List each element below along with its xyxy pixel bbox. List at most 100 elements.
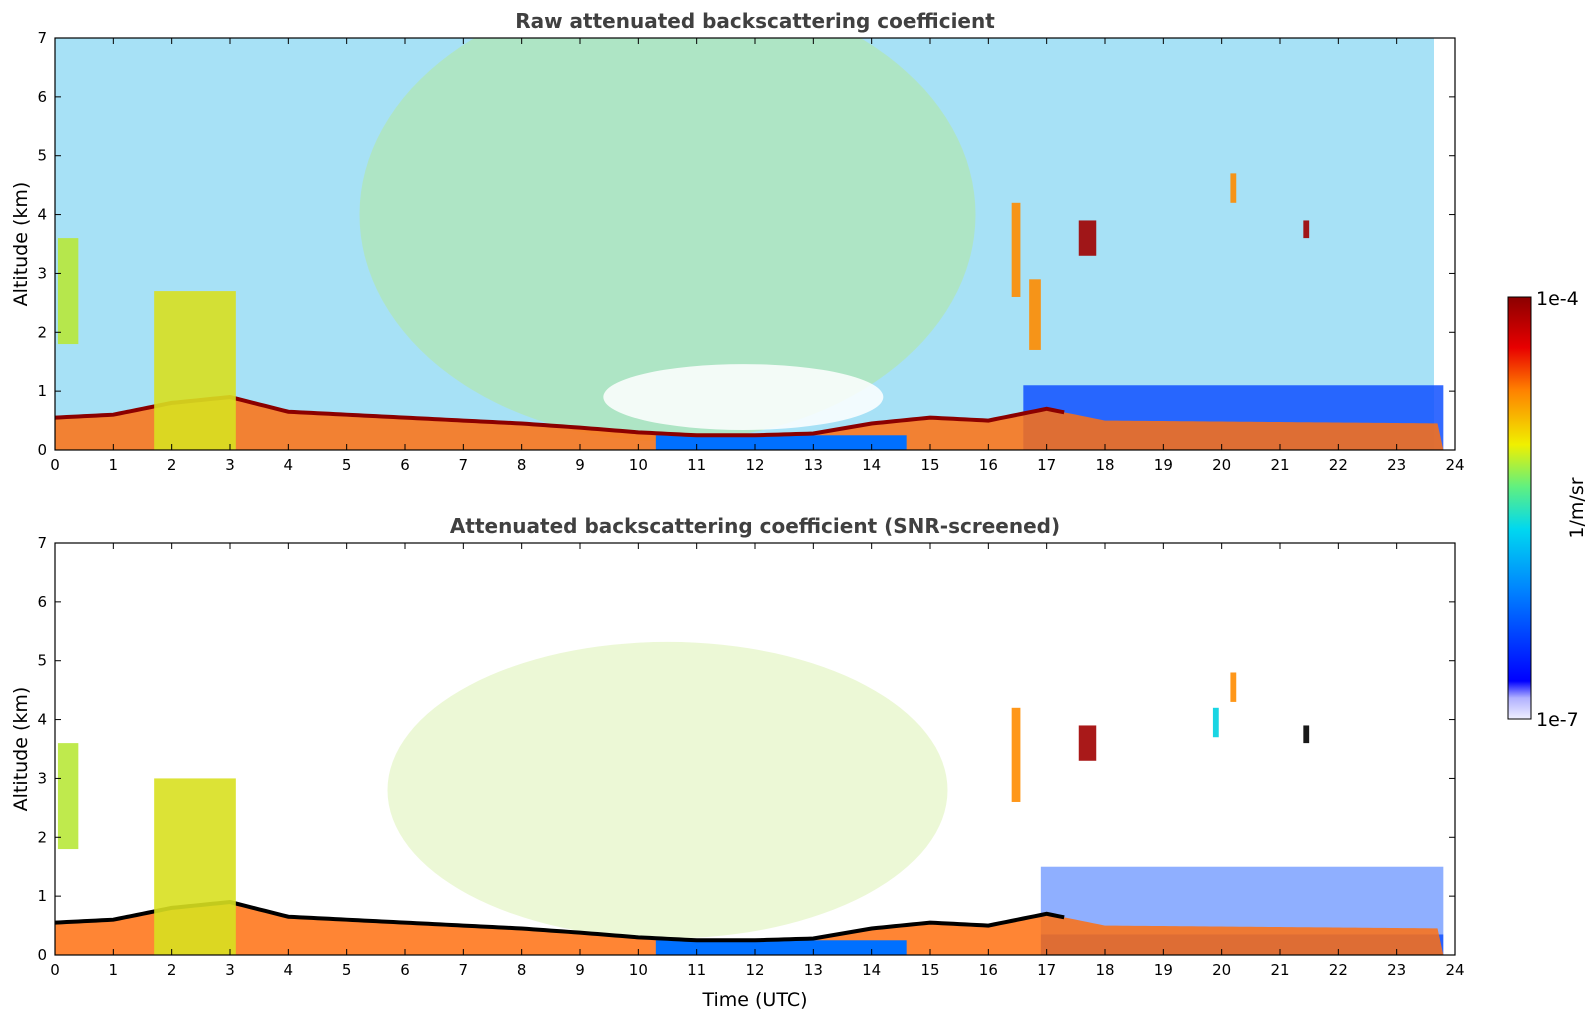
x-tick-label: 12	[745, 456, 764, 474]
x-tick-label: 11	[687, 961, 706, 979]
colorbar: 1e-4 1e-7 1/m/sr	[1507, 288, 1588, 731]
y-tick-label: 5	[37, 147, 47, 165]
y-axis-label: Altitude (km)	[10, 687, 32, 812]
x-tick-label: 17	[1037, 456, 1056, 474]
x-tick-label: 4	[284, 456, 294, 474]
x-tick-label: 0	[50, 961, 60, 979]
panel-title: Attenuated backscattering coefficient (S…	[450, 514, 1060, 538]
cloud-feature-4	[1078, 220, 1097, 256]
cloud-feature-5	[1230, 173, 1237, 203]
x-axis-label: Time (UTC)	[701, 989, 807, 1011]
cloud-feature-2	[1011, 202, 1021, 297]
colorbar-max-label: 1e-4	[1536, 288, 1579, 310]
x-tick-label: 15	[920, 961, 939, 979]
near-surface-return	[655, 940, 907, 955]
cloud-feature-3	[1029, 279, 1041, 350]
x-axis: 0 1 2 3 4 5 6 7 8 9 10 11 12 13 14 15 16 17 18 19 20 21 22 23 24	[50, 543, 1465, 979]
x-tick-label: 20	[1212, 456, 1231, 474]
x-tick-label: 24	[1445, 961, 1464, 979]
cloud-feature-6	[1303, 220, 1310, 239]
x-tick-label: 18	[1095, 961, 1114, 979]
x-axis: 0 1 2 3 4 5 6 7 8 9 10 11 12 13 14 15 16 17 18 19 20 21 22 23 24	[50, 38, 1465, 474]
x-tick-label: 6	[400, 961, 410, 979]
y-axis-label: Altitude (km)	[10, 182, 32, 307]
x-tick-label: 14	[862, 456, 881, 474]
x-tick-label: 20	[1212, 961, 1231, 979]
panel-raw-backscatter: Raw attenuated backscattering coefficien…	[10, 9, 1465, 474]
colorbar-min-label: 1e-7	[1536, 709, 1579, 731]
cloud-feature-1	[154, 778, 236, 955]
x-tick-label: 1	[109, 456, 119, 474]
x-tick-label: 22	[1329, 961, 1348, 979]
y-tick-label: 1	[37, 887, 47, 905]
x-tick-label: 9	[575, 456, 585, 474]
x-tick-label: 12	[745, 961, 764, 979]
panel-title: Raw attenuated backscattering coefficien…	[515, 9, 995, 33]
y-axis: 0 1 2 3 4 5 6 7	[37, 534, 1455, 964]
x-tick-label: 10	[629, 456, 648, 474]
colorbar-unit-label: 1/m/sr	[1566, 477, 1588, 538]
cloud-feature-0	[57, 743, 79, 850]
x-tick-label: 3	[225, 456, 235, 474]
x-tick-label: 21	[1270, 456, 1289, 474]
x-tick-label: 17	[1037, 961, 1056, 979]
y-tick-label: 0	[37, 441, 47, 459]
y-tick-label: 7	[37, 534, 47, 552]
x-tick-label: 5	[342, 456, 352, 474]
panel-snr-screened-backscatter: Attenuated backscattering coefficient (S…	[10, 514, 1465, 1011]
x-tick-label: 2	[167, 961, 177, 979]
x-tick-label: 21	[1270, 961, 1289, 979]
heatmap-image	[55, 38, 1444, 450]
y-tick-label: 6	[37, 593, 47, 611]
x-tick-label: 15	[920, 456, 939, 474]
x-tick-label: 14	[862, 961, 881, 979]
x-tick-label: 18	[1095, 456, 1114, 474]
x-tick-label: 7	[459, 456, 469, 474]
y-tick-label: 3	[37, 769, 47, 787]
x-tick-label: 9	[575, 961, 585, 979]
y-tick-label: 4	[37, 711, 47, 729]
x-tick-label: 5	[342, 961, 352, 979]
near-surface-return	[655, 435, 907, 450]
x-tick-label: 16	[979, 961, 998, 979]
x-tick-label: 24	[1445, 456, 1464, 474]
x-tick-label: 13	[804, 961, 823, 979]
y-tick-label: 1	[37, 382, 47, 400]
y-tick-label: 4	[37, 206, 47, 224]
x-tick-label: 2	[167, 456, 177, 474]
x-tick-label: 19	[1154, 961, 1173, 979]
y-tick-label: 3	[37, 264, 47, 282]
x-tick-label: 16	[979, 456, 998, 474]
x-tick-label: 4	[284, 961, 294, 979]
x-tick-label: 0	[50, 456, 60, 474]
x-tick-label: 8	[517, 456, 527, 474]
x-tick-label: 10	[629, 961, 648, 979]
cloud-feature-0	[57, 238, 79, 345]
night-screened-streaks	[1040, 866, 1444, 935]
colorbar-gradient	[1507, 296, 1532, 720]
y-tick-label: 5	[37, 652, 47, 670]
x-tick-label: 7	[459, 961, 469, 979]
cloud-feature-6	[1303, 725, 1310, 744]
x-tick-label: 23	[1387, 961, 1406, 979]
y-tick-label: 7	[37, 29, 47, 47]
y-tick-label: 0	[37, 946, 47, 964]
x-tick-label: 23	[1387, 456, 1406, 474]
cloud-feature-4	[1212, 707, 1219, 738]
daytime-solar-noise	[387, 641, 948, 939]
x-tick-label: 6	[400, 456, 410, 474]
x-tick-label: 1	[109, 961, 119, 979]
x-tick-label: 11	[687, 456, 706, 474]
y-axis: 0 1 2 3 4 5 6 7	[37, 29, 1455, 459]
x-tick-label: 3	[225, 961, 235, 979]
boundary-layer-aerosol	[55, 397, 1444, 450]
boundary-layer-aerosol	[55, 902, 1444, 955]
cloud-feature-3	[1078, 725, 1097, 761]
low-signal-gap	[603, 364, 884, 430]
y-tick-label: 6	[37, 88, 47, 106]
y-tick-label: 2	[37, 323, 47, 341]
x-tick-label: 8	[517, 961, 527, 979]
heatmap-image	[55, 641, 1444, 955]
daytime-solar-noise	[359, 38, 976, 442]
